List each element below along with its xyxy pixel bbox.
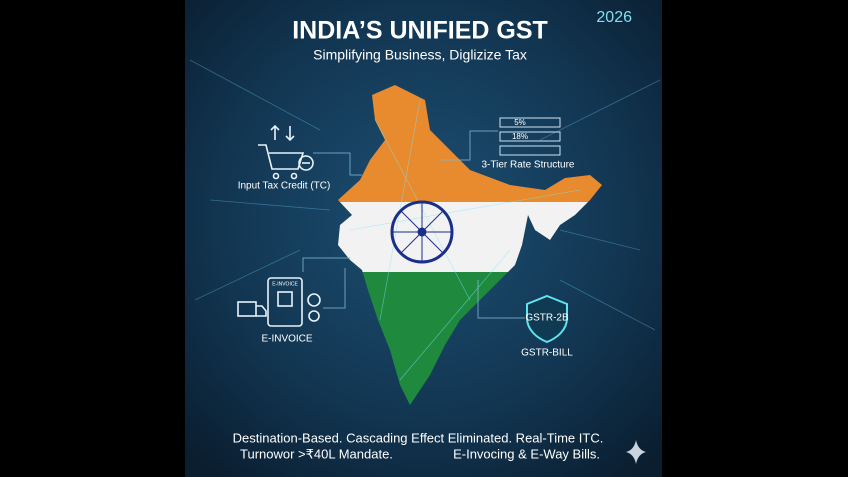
rate-label: 5%	[514, 118, 526, 127]
connector	[302, 257, 350, 309]
year: 2026	[596, 9, 632, 26]
einvoice-icon	[237, 277, 321, 327]
einvoice-label: E-INVOICE	[261, 334, 312, 345]
einvoice-icon-label: E-INVOICE	[272, 281, 298, 287]
footer-line: Destination-Based. Cascading Effect Elim…	[233, 430, 604, 445]
rate-bar	[499, 145, 561, 156]
footer-line: Turnowor >₹40L Mandate.	[240, 446, 393, 461]
ashoka-chakra	[390, 200, 454, 264]
rate-bar	[499, 117, 561, 128]
connector	[313, 152, 362, 176]
connector	[477, 280, 525, 319]
footer-line: E-Invocing & E-Way Bills.	[453, 446, 600, 461]
itc-label: Input Tax Credit (TC)	[238, 181, 331, 192]
rate-caption: 3-Tier Rate Structure	[482, 160, 575, 171]
itc-icon	[258, 124, 314, 180]
title: INDIA’S UNIFIED GST	[292, 17, 548, 45]
gstr-shield	[526, 294, 568, 344]
gstr-badge: GSTR-2B	[525, 313, 569, 324]
subtitle: Simplifying Business, Diglizize Tax	[313, 47, 527, 63]
rate-bar	[499, 131, 561, 142]
sparkle	[626, 440, 646, 464]
gstr-label: GSTR-BILL	[521, 348, 573, 359]
rate-label: 18%	[512, 132, 528, 141]
network	[189, 59, 661, 331]
connector	[440, 130, 498, 161]
